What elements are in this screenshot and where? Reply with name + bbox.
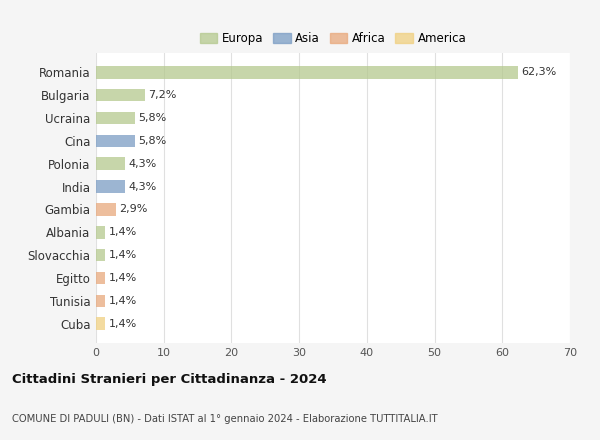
Text: Cittadini Stranieri per Cittadinanza - 2024: Cittadini Stranieri per Cittadinanza - 2… — [12, 373, 326, 386]
Text: 1,4%: 1,4% — [109, 250, 137, 260]
Bar — [96, 158, 125, 170]
Text: 62,3%: 62,3% — [521, 67, 556, 77]
Bar — [96, 317, 106, 330]
Text: 1,4%: 1,4% — [109, 273, 137, 283]
Bar — [96, 180, 125, 193]
Text: 5,8%: 5,8% — [139, 113, 167, 123]
Bar — [96, 66, 518, 79]
Bar — [96, 272, 106, 284]
Bar — [96, 294, 106, 307]
Bar — [96, 203, 116, 216]
Text: 7,2%: 7,2% — [148, 90, 176, 100]
Text: 5,8%: 5,8% — [139, 136, 167, 146]
Text: COMUNE DI PADULI (BN) - Dati ISTAT al 1° gennaio 2024 - Elaborazione TUTTITALIA.: COMUNE DI PADULI (BN) - Dati ISTAT al 1°… — [12, 414, 437, 425]
Bar — [96, 249, 106, 261]
Text: 1,4%: 1,4% — [109, 296, 137, 306]
Bar — [96, 226, 106, 238]
Bar — [96, 112, 135, 124]
Text: 2,9%: 2,9% — [119, 205, 148, 214]
Text: 1,4%: 1,4% — [109, 319, 137, 329]
Text: 4,3%: 4,3% — [128, 182, 157, 191]
Text: 4,3%: 4,3% — [128, 159, 157, 169]
Bar — [96, 135, 135, 147]
Text: 1,4%: 1,4% — [109, 227, 137, 237]
Legend: Europa, Asia, Africa, America: Europa, Asia, Africa, America — [197, 29, 469, 48]
Bar — [96, 89, 145, 102]
